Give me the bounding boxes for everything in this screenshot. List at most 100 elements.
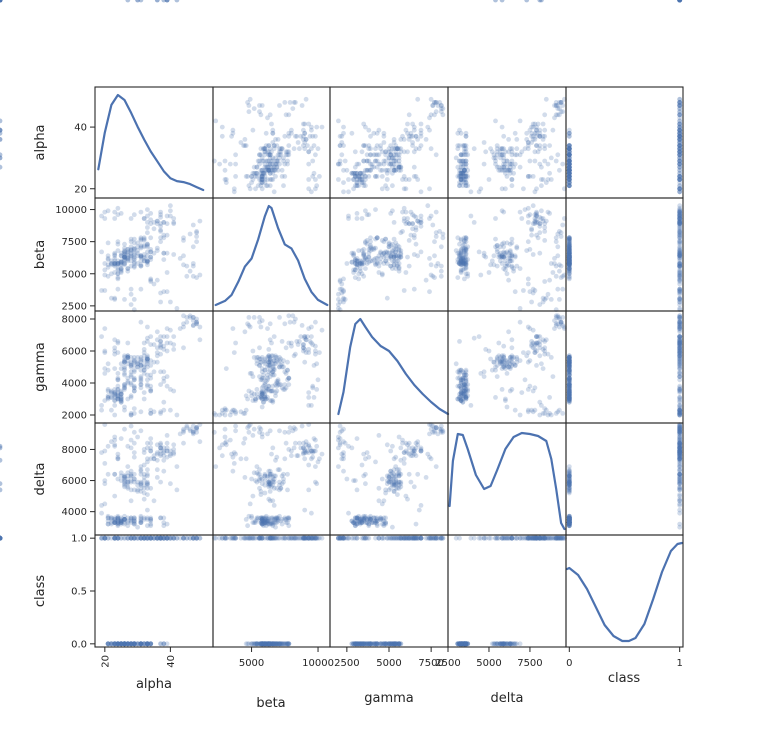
scatter-point bbox=[506, 167, 511, 173]
scatter-point bbox=[566, 239, 572, 245]
scatter-point bbox=[302, 456, 308, 462]
scatter-point bbox=[278, 149, 284, 155]
scatter-point bbox=[222, 167, 228, 173]
scatter-point bbox=[135, 261, 141, 266]
scatter-point bbox=[381, 250, 387, 256]
scatter-point bbox=[463, 245, 469, 251]
scatter-point bbox=[677, 412, 683, 418]
scatter-point bbox=[0, 137, 3, 142]
scatter-point bbox=[262, 146, 268, 152]
scatter-point bbox=[148, 247, 154, 252]
scatter-point bbox=[539, 216, 544, 221]
scatter-point bbox=[223, 177, 229, 182]
scatter-point bbox=[102, 216, 108, 221]
scatter-point bbox=[458, 262, 464, 268]
scatter-point bbox=[222, 177, 228, 182]
scatter-point bbox=[566, 149, 572, 155]
scatter-point bbox=[566, 161, 572, 167]
scatter-point bbox=[494, 247, 500, 252]
scatter-point bbox=[164, 374, 170, 379]
scatter-point bbox=[440, 231, 446, 237]
scatter-point bbox=[494, 243, 500, 248]
scatter-point bbox=[507, 256, 513, 261]
scatter-point bbox=[363, 177, 368, 182]
scatter-point bbox=[553, 112, 559, 118]
scatter-point bbox=[336, 161, 341, 167]
scatter-point bbox=[543, 218, 549, 224]
scatter-point bbox=[373, 459, 378, 465]
scatter-point bbox=[677, 121, 683, 127]
scatter-point bbox=[135, 434, 141, 440]
scatter-point bbox=[128, 216, 134, 221]
scatter-point bbox=[274, 161, 280, 167]
scatter-point bbox=[164, 535, 170, 541]
scatter-point bbox=[293, 133, 298, 139]
scatter-point bbox=[525, 146, 531, 152]
scatter-point bbox=[509, 263, 515, 269]
scatter-point bbox=[463, 170, 469, 176]
scatter-point bbox=[566, 170, 572, 176]
scatter-point bbox=[115, 267, 121, 273]
scatter-point bbox=[405, 220, 410, 225]
scatter-point bbox=[488, 356, 493, 362]
scatter-point bbox=[512, 254, 518, 260]
scatter-point bbox=[408, 209, 414, 215]
scatter-point bbox=[566, 258, 572, 264]
scatter-point bbox=[141, 258, 147, 264]
scatter-point bbox=[135, 250, 141, 256]
scatter-point bbox=[118, 253, 124, 259]
scatter-point bbox=[542, 143, 548, 149]
scatter-point bbox=[462, 167, 467, 173]
scatter-point bbox=[194, 229, 200, 234]
scatter-point bbox=[219, 124, 225, 130]
scatter-point bbox=[566, 143, 572, 149]
scatter-point bbox=[351, 177, 356, 182]
scatter-point bbox=[455, 259, 461, 265]
scatter-point bbox=[677, 239, 683, 245]
scatter-point bbox=[566, 262, 572, 268]
scatter-point bbox=[405, 254, 410, 260]
scatter-point bbox=[145, 220, 150, 225]
scatter-point bbox=[566, 235, 572, 241]
scatter-point bbox=[231, 189, 237, 195]
scatter-point bbox=[506, 262, 511, 268]
scatter-point bbox=[275, 467, 281, 473]
scatter-point bbox=[374, 259, 380, 265]
scatter-point bbox=[138, 319, 144, 325]
scatter-point bbox=[253, 170, 258, 176]
scatter-point bbox=[247, 96, 253, 102]
scatter-point bbox=[566, 164, 572, 170]
scatter-point bbox=[233, 340, 239, 346]
scatter-point bbox=[566, 146, 572, 152]
scatter-point bbox=[309, 340, 314, 346]
scatter-point bbox=[352, 170, 358, 176]
scatter-point bbox=[285, 161, 290, 167]
scatter-point bbox=[158, 214, 164, 220]
scatter-point bbox=[286, 149, 292, 155]
scatter-point bbox=[558, 100, 564, 105]
scatter-point bbox=[122, 241, 127, 247]
scatter-point bbox=[499, 164, 505, 170]
scatter-point bbox=[379, 167, 385, 173]
scatter-point bbox=[258, 324, 264, 330]
scatter-point bbox=[498, 254, 503, 260]
scatter-point bbox=[112, 437, 118, 443]
scatter-point bbox=[227, 412, 233, 418]
scatter-point bbox=[471, 220, 477, 225]
scatter-point bbox=[566, 395, 572, 400]
cell-alpha-vs-class bbox=[565, 86, 684, 199]
scatter-point bbox=[366, 143, 372, 149]
scatter-point bbox=[537, 130, 543, 136]
scatter-point bbox=[437, 100, 442, 105]
scatter-point bbox=[293, 440, 298, 446]
scatter-point bbox=[677, 143, 683, 149]
scatter-point bbox=[396, 434, 402, 440]
scatter-point bbox=[128, 641, 134, 647]
scatter-point bbox=[428, 456, 434, 462]
scatter-point bbox=[677, 152, 683, 158]
scatter-point bbox=[540, 366, 546, 371]
scatter-point bbox=[458, 262, 464, 268]
scatter-point bbox=[545, 209, 551, 215]
scatter-point bbox=[384, 250, 390, 256]
scatter-point bbox=[197, 337, 203, 343]
